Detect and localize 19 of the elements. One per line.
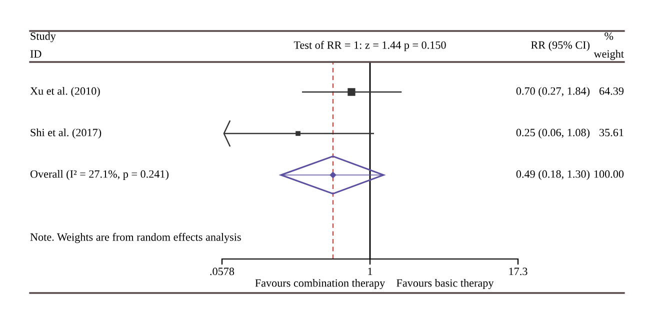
x-tick-label: 17.3 (509, 268, 528, 276)
x-tick-label: 1 (368, 268, 372, 276)
text: % weight (594, 32, 624, 60)
chart-title: Test of RR = 1: z = 1.44 p = 0.150 (294, 40, 446, 52)
annotation: 0.49 (0.18, 1.30) (516, 170, 590, 180)
text: 64.39 (599, 87, 624, 95)
annotation: 0.70 (0.27, 1.84) (516, 86, 590, 98)
text: RR (95% CI) (531, 40, 590, 52)
y-tick-label: Overall (I² = 27.1%, p = 0.241) (30, 170, 168, 180)
text: Study ID (30, 32, 56, 58)
text: 100.00 (594, 170, 624, 178)
y-tick-label: Xu et al. (2010) (30, 86, 100, 98)
text: Favours basic therapy (396, 278, 494, 290)
text: 35.61 (600, 128, 624, 136)
text: Note. Weights are from random effects analysis (30, 232, 241, 244)
text: Favours combination therapy (255, 278, 386, 290)
x-tick-label: .0578 (210, 268, 234, 276)
annotation: 0.25 (0.06, 1.08) (516, 128, 590, 139)
y-tick-label: Shi et al. (2017) (30, 128, 102, 139)
